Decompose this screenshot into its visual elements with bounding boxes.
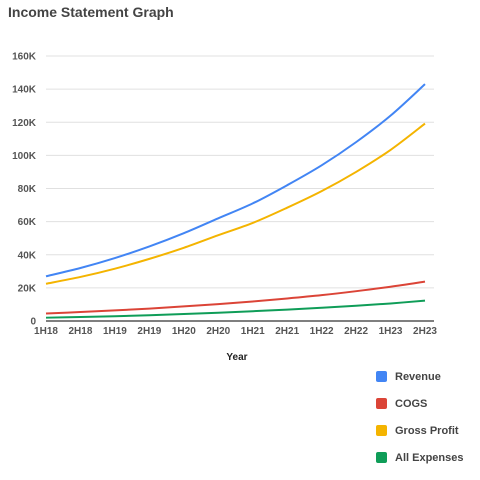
x-tick-label: 1H23 <box>379 326 403 337</box>
x-tick-label: 2H21 <box>275 326 299 337</box>
chart-title: Income Statement Graph <box>8 4 174 20</box>
y-tick-label: 160K <box>12 52 37 63</box>
y-tick-label: 60K <box>18 217 37 228</box>
legend-swatch <box>376 452 387 463</box>
x-tick-label: 2H18 <box>69 326 93 337</box>
x-tick-label: 1H22 <box>310 326 334 337</box>
legend-label: Revenue <box>395 370 441 383</box>
x-axis-title: Year <box>226 352 247 363</box>
legend-label: All Expenses <box>395 451 464 464</box>
y-axis-ticks: 0 20K 40K 60K 80K 100K 120K 140K 160K <box>12 52 37 328</box>
y-tick-label: 120K <box>12 118 37 129</box>
x-tick-label: 2H20 <box>206 326 230 337</box>
series-lines <box>45 83 426 319</box>
y-tick-label: 40K <box>18 250 37 261</box>
x-tick-label: 1H20 <box>172 326 196 337</box>
gridlines <box>46 55 434 322</box>
legend-label: Gross Profit <box>395 424 459 437</box>
legend-item-cogs[interactable]: COGS <box>376 390 463 417</box>
legend-swatch <box>376 425 387 436</box>
x-tick-label: 2H23 <box>413 326 437 337</box>
legend-label: COGS <box>395 397 428 410</box>
legend-swatch <box>376 371 387 382</box>
y-tick-label: 100K <box>12 151 37 162</box>
series-line-revenue <box>45 83 426 278</box>
series-line-cogs <box>45 280 426 315</box>
legend-swatch <box>376 398 387 409</box>
x-tick-label: 2H19 <box>137 326 161 337</box>
x-tick-label: 1H19 <box>103 326 127 337</box>
x-tick-label: 1H18 <box>34 326 58 337</box>
series-line-gross-profit <box>45 122 426 285</box>
y-tick-label: 140K <box>12 85 37 96</box>
y-tick-label: 0 <box>30 317 36 328</box>
y-tick-label: 20K <box>18 283 37 294</box>
legend-item-gross-profit[interactable]: Gross Profit <box>376 417 463 444</box>
legend: Revenue COGS Gross Profit All Expenses <box>376 363 463 471</box>
legend-item-all-expenses[interactable]: All Expenses <box>376 444 463 471</box>
y-tick-label: 80K <box>18 184 37 195</box>
series-line-all-expenses <box>45 299 426 319</box>
legend-item-revenue[interactable]: Revenue <box>376 363 463 390</box>
x-axis-ticks: 1H18 2H18 1H19 2H19 1H20 2H20 1H21 2H21 1H22 2H22… <box>34 326 437 337</box>
x-tick-label: 1H21 <box>241 326 265 337</box>
x-tick-label: 2H22 <box>344 326 368 337</box>
